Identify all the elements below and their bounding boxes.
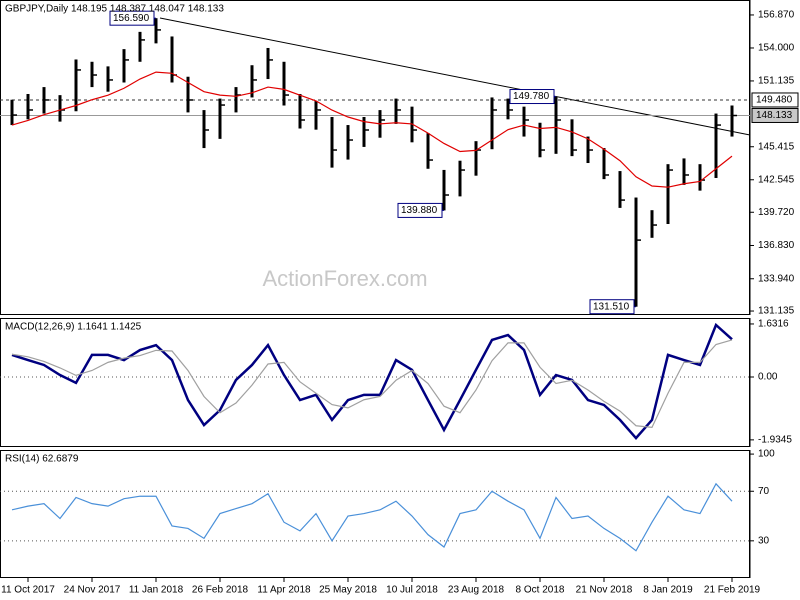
y-tick-label: 0.00 (758, 372, 778, 383)
price-bar (698, 164, 702, 191)
price-bar (58, 95, 62, 122)
price-bar (330, 117, 334, 168)
price-bar (730, 105, 734, 137)
y-tick-label: 1.6316 (758, 319, 789, 330)
y-tick-label: 131.135 (758, 306, 795, 317)
x-tick-label: 8 Jan 2019 (643, 585, 693, 596)
price-bar (282, 61, 286, 106)
price-bar (186, 76, 190, 113)
price-bar (202, 110, 206, 149)
panel-title: MACD(12,26,9) 1.1641 1.1425 (5, 322, 142, 333)
price-bar (714, 113, 718, 178)
price-bar (634, 197, 638, 307)
x-tick-label: 8 Oct 2018 (516, 585, 565, 596)
annotation-box (589, 299, 635, 315)
price-bar (218, 98, 222, 139)
price-bar (538, 122, 542, 158)
moving-average (11, 71, 733, 188)
price-bar (266, 47, 270, 80)
price-bar (554, 96, 558, 154)
level-label-box (751, 92, 799, 108)
panel-title: RSI(14) 62.6879 (5, 454, 79, 465)
price-bar (522, 106, 526, 137)
annotation-label: 156.590 (113, 13, 150, 24)
price-bar (346, 125, 350, 160)
x-tick-label: 25 May 2018 (319, 585, 377, 596)
price-bar (682, 158, 686, 185)
price-bar (170, 36, 174, 83)
x-tick-label: 10 Jul 2018 (386, 585, 438, 596)
price-bar (506, 98, 510, 120)
x-tick-label: 26 Feb 2018 (192, 585, 249, 596)
price-bar (250, 65, 254, 98)
x-tick-label: 24 Nov 2017 (64, 585, 121, 596)
x-tick-label: 21 Nov 2018 (576, 585, 633, 596)
price-bar (570, 119, 574, 157)
price-bar (666, 164, 670, 224)
indicator-line (11, 339, 733, 429)
y-tick-label: 139.720 (758, 207, 795, 218)
watermark: ActionForex.com (262, 266, 427, 291)
annotation-box (397, 202, 443, 218)
panel-title: GBPJPY,Daily 148.195 148.387 148.047 148… (5, 4, 224, 15)
price-bar (298, 93, 302, 129)
annotation-box (109, 10, 155, 26)
y-tick-label: 30 (758, 535, 770, 546)
price-bar (602, 148, 606, 180)
level-label-box (751, 107, 799, 123)
price-bar (618, 171, 622, 208)
price-bar (74, 59, 78, 112)
x-tick-label: 11 Jan 2018 (129, 585, 184, 596)
price-bar (138, 31, 142, 62)
y-tick-label: 156.870 (758, 10, 795, 21)
y-tick-label: 145.415 (758, 141, 795, 152)
y-tick-label: 151.135 (758, 76, 795, 87)
price-bar (426, 133, 430, 169)
price-bar (458, 160, 462, 197)
price-bar (106, 66, 110, 92)
price-bar (154, 18, 158, 44)
annotation-box (509, 89, 555, 105)
price-bar (394, 98, 398, 124)
indicator-line (11, 322, 733, 440)
price-bar (314, 100, 318, 130)
price-bar (10, 99, 14, 126)
annotation-label: 131.510 (593, 301, 630, 312)
price-bar (26, 93, 30, 120)
indicator-line (11, 482, 733, 552)
x-tick-label: 21 Feb 2019 (704, 585, 761, 596)
x-tick-label: 11 Oct 2017 (1, 585, 55, 596)
y-tick-label: 142.545 (758, 174, 795, 185)
x-tick-label: 23 Aug 2018 (448, 585, 505, 596)
level-label: 148.133 (756, 110, 793, 121)
y-tick-label: 133.940 (758, 273, 795, 284)
x-tick-label: 11 Apr 2018 (257, 585, 311, 596)
y-tick-label: 70 (758, 486, 770, 497)
y-tick-label: 154.000 (758, 43, 795, 54)
price-bar (490, 97, 494, 150)
price-bar (474, 141, 478, 176)
price-bar (442, 169, 446, 211)
price-bar (234, 87, 238, 113)
level-label: 149.480 (756, 95, 793, 106)
annotation-label: 139.880 (401, 205, 438, 216)
price-bar (122, 49, 126, 83)
price-bar (650, 210, 654, 238)
y-tick-label: 100 (758, 449, 775, 460)
y-tick-label: -1.9345 (758, 435, 792, 446)
y-tick-label: 136.830 (758, 240, 795, 251)
annotation-label: 149.780 (513, 91, 550, 102)
price-bar (362, 117, 366, 147)
